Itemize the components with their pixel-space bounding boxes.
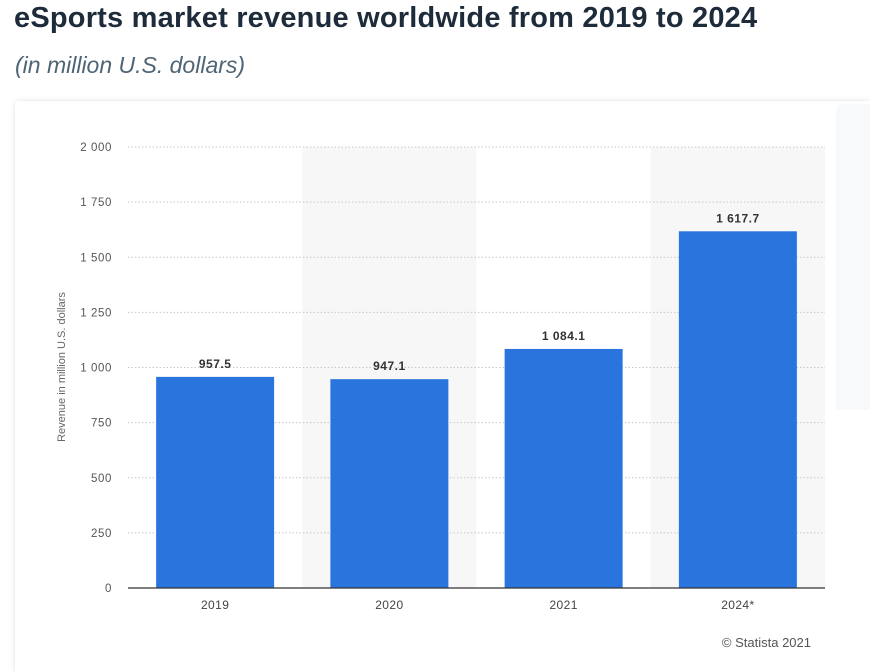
x-tick-label: 2024* bbox=[721, 598, 754, 612]
y-tick-label: 2 000 bbox=[80, 142, 112, 154]
y-tick-label: 250 bbox=[91, 528, 112, 540]
chart-subtitle: (in million U.S. dollars) bbox=[15, 52, 246, 78]
y-tick-label: 0 bbox=[105, 583, 112, 595]
bar[interactable] bbox=[330, 379, 449, 588]
chart-title: eSports market revenue worldwide from 20… bbox=[14, 2, 758, 34]
data-labels: 957.5 947.1 1 084.1 1 617.7 bbox=[199, 211, 760, 373]
y-tick-label: 1 000 bbox=[80, 363, 112, 375]
side-panel-edge bbox=[836, 104, 870, 410]
data-label: 1 084.1 bbox=[542, 329, 586, 343]
y-tick-label: 750 bbox=[91, 418, 112, 430]
bar[interactable] bbox=[504, 348, 623, 588]
y-axis-ticks: 0 250 500 750 1 000 1 250 1 500 1 750 2 000 bbox=[80, 142, 112, 595]
bar[interactable] bbox=[156, 376, 275, 588]
bars bbox=[156, 231, 797, 588]
y-tick-label: 1 500 bbox=[80, 252, 112, 264]
x-tick-label: 2021 bbox=[549, 598, 577, 612]
data-label: 1 617.7 bbox=[716, 211, 760, 225]
y-axis-label: Revenue in million U.S. dollars bbox=[56, 292, 68, 442]
y-tick-label: 1 250 bbox=[80, 307, 112, 319]
source-credit[interactable]: © Statista 2021 bbox=[722, 635, 811, 650]
y-tick-label: 1 750 bbox=[80, 197, 112, 209]
x-axis-ticks: 2019 2020 2021 2024* bbox=[201, 598, 754, 612]
data-label: 947.1 bbox=[373, 359, 406, 373]
x-tick-label: 2019 bbox=[201, 598, 229, 612]
y-tick-label: 500 bbox=[91, 473, 112, 485]
x-tick-label: 2020 bbox=[375, 598, 403, 612]
bar[interactable] bbox=[678, 231, 797, 588]
data-label: 957.5 bbox=[199, 357, 232, 371]
